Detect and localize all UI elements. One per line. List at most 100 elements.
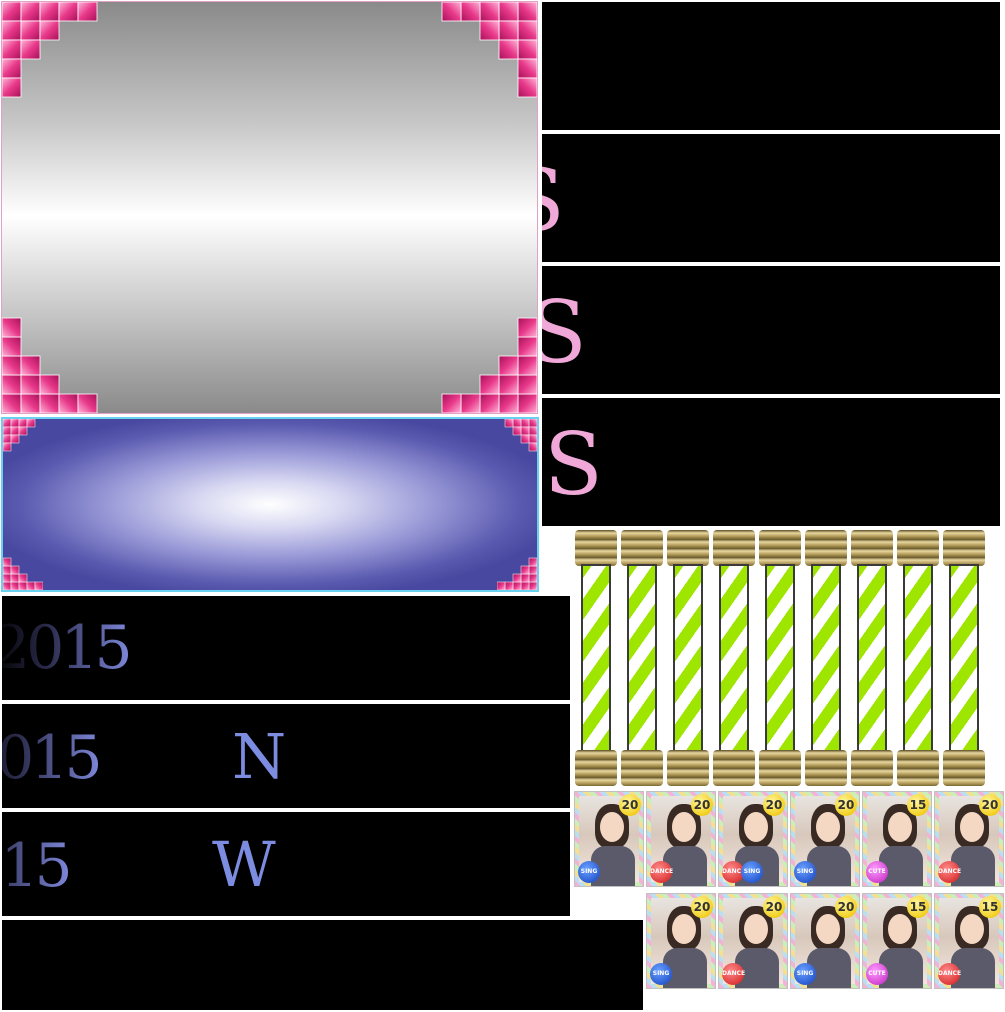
pillar-bottom-cap [759, 750, 801, 786]
banner-empty [542, 2, 1000, 130]
striped-pillar [621, 530, 663, 786]
glyph-letter: N [232, 720, 287, 793]
pillar-bottom-cap [667, 750, 709, 786]
portrait-face [960, 812, 984, 842]
pillar-tube [581, 564, 611, 752]
year-text: 2015 [2, 618, 133, 678]
pillar-top-cap [897, 530, 939, 566]
card-attribute-badge: SING [650, 963, 672, 985]
card-attribute-badge: DANCE [722, 963, 745, 985]
card-level-badge: 15 [907, 896, 929, 918]
silver-frame-panel [1, 1, 538, 414]
idol-card[interactable]: 15 CUTE [862, 791, 932, 887]
pillar-bottom-cap [621, 750, 663, 786]
pillar-bottom-cap [575, 750, 617, 786]
glyph-letter: W [212, 828, 276, 901]
banner-year-3: 2015 W [2, 812, 570, 916]
pillar-tube [949, 564, 979, 752]
card-level-badge: 20 [691, 896, 713, 918]
pillar-tube [673, 564, 703, 752]
idol-card[interactable]: 20 SING [790, 791, 860, 887]
card-attribute-badge: DANCE [650, 861, 673, 883]
pillar-tube [857, 564, 887, 752]
portrait-face [816, 914, 840, 944]
blue-frame-panel [1, 417, 539, 592]
striped-pillar [759, 530, 801, 786]
card-level-badge: 15 [979, 896, 1001, 918]
idol-card[interactable]: 20 SING [646, 893, 716, 989]
pillar-tube [719, 564, 749, 752]
top-left-studs [2, 2, 98, 98]
card-level-badge: 20 [835, 794, 857, 816]
idol-card[interactable]: 20 SING [574, 791, 644, 887]
pillar-top-cap [713, 530, 755, 566]
year-text: 2015 [2, 728, 103, 788]
card-level-badge: 20 [691, 794, 713, 816]
portrait-face [600, 812, 624, 842]
blue-bottom-right-studs [497, 557, 537, 590]
blue-top-right-studs [504, 419, 537, 452]
portrait-face [888, 812, 912, 842]
striped-pillar [805, 530, 847, 786]
portrait-face [960, 914, 984, 944]
card-attribute-badge: CUTE [866, 861, 888, 883]
pillar-bottom-cap [943, 750, 985, 786]
card-level-badge: 15 [907, 794, 929, 816]
pillar-top-cap [851, 530, 893, 566]
idol-card[interactable]: 20 DANCE [646, 791, 716, 887]
portrait-face [672, 914, 696, 944]
striped-pillar [943, 530, 985, 786]
pink-s-letter: S [544, 415, 603, 515]
pillar-tube [627, 564, 657, 752]
idol-card[interactable]: 15 CUTE [862, 893, 932, 989]
portrait-face [816, 812, 840, 842]
idol-card[interactable]: 20 DANCE [934, 791, 1004, 887]
card-attribute-badge: SING [741, 861, 763, 883]
card-photo [867, 796, 927, 886]
card-attribute-badge: DANCE [722, 861, 745, 883]
card-attribute-badge: DANCE [938, 861, 961, 883]
pillar-tube [811, 564, 841, 752]
pillar-top-cap [575, 530, 617, 566]
pillar-top-cap [621, 530, 663, 566]
card-level-badge: 20 [763, 794, 785, 816]
striped-pillar [667, 530, 709, 786]
card-attribute-badge: DANCE [938, 963, 961, 985]
blue-bottom-left-studs [3, 557, 43, 590]
card-attribute-badge: SING [578, 861, 600, 883]
idol-card[interactable]: 20 DANCE SING [718, 791, 788, 887]
portrait-face [888, 914, 912, 944]
banner-s-1: S [542, 134, 1000, 262]
card-level-badge: 20 [979, 794, 1001, 816]
pillar-top-cap [667, 530, 709, 566]
striped-pillar [713, 530, 755, 786]
banner-s-3: S [542, 398, 1000, 526]
pillar-bottom-cap [805, 750, 847, 786]
banner-year-1: 2015 [2, 596, 570, 700]
portrait-face [744, 812, 768, 842]
striped-pillar [851, 530, 893, 786]
year-text: 2015 [2, 836, 73, 896]
pink-s-letter: S [542, 158, 565, 244]
bottom-left-studs [2, 317, 98, 413]
pillar-top-cap [759, 530, 801, 566]
card-level-badge: 20 [763, 896, 785, 918]
pillar-top-cap [805, 530, 847, 566]
banner-s-2: S [542, 266, 1000, 394]
portrait-face [744, 914, 768, 944]
top-right-studs [441, 2, 537, 98]
pillar-tube [765, 564, 795, 752]
banner-year-2: 2015 N [2, 704, 570, 808]
striped-pillar [575, 530, 617, 786]
idol-card[interactable]: 20 SING [790, 893, 860, 989]
idol-card[interactable]: 20 DANCE [718, 893, 788, 989]
pillar-top-cap [943, 530, 985, 566]
blue-top-left-studs [3, 419, 36, 452]
pink-s-letter: S [542, 283, 587, 383]
pillar-bottom-cap [897, 750, 939, 786]
card-attribute-badge: CUTE [866, 963, 888, 985]
pillar-tube [903, 564, 933, 752]
idol-card[interactable]: 15 DANCE [934, 893, 1004, 989]
pillar-bottom-cap [851, 750, 893, 786]
portrait-face [672, 812, 696, 842]
